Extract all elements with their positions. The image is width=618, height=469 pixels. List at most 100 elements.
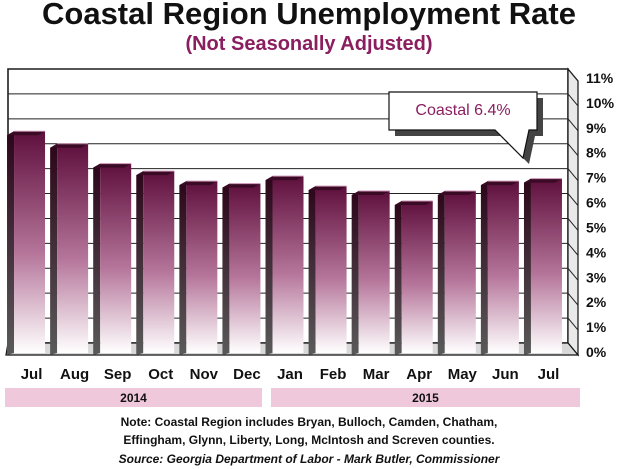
chart-subtitle: (Not Seasonally Adjusted) xyxy=(185,33,433,55)
bar-front xyxy=(272,176,304,353)
bar-front xyxy=(530,178,562,353)
footnote: Note: Coastal Region includes Bryan, Bul… xyxy=(0,413,618,449)
bar-top xyxy=(351,191,390,196)
x-tick-label: Mar xyxy=(363,366,390,383)
gridline-side xyxy=(567,143,579,157)
bars xyxy=(7,130,562,355)
bar-top xyxy=(222,183,261,188)
gridline-side xyxy=(567,168,579,181)
bar-side xyxy=(222,183,230,355)
bar-top xyxy=(480,181,519,186)
y-tick-label: 0% xyxy=(586,344,607,360)
bar xyxy=(265,175,304,355)
x-tick-label: May xyxy=(448,366,478,383)
bar-side xyxy=(265,176,273,355)
x-tick-label: Nov xyxy=(190,366,219,383)
plot-side-wall xyxy=(567,67,579,357)
bar-top xyxy=(136,171,175,176)
bar-side xyxy=(50,143,58,355)
bar-side xyxy=(523,178,531,355)
bar-front xyxy=(143,171,175,353)
y-tick-label: 10% xyxy=(586,95,615,111)
bar-front xyxy=(100,163,132,353)
bar-side xyxy=(136,171,144,355)
bar xyxy=(222,183,261,355)
callout-bubble xyxy=(388,91,538,160)
gridline-side xyxy=(567,292,579,306)
bar-top xyxy=(437,191,476,196)
y-tick-label: 6% xyxy=(586,195,607,211)
gridline-side xyxy=(567,93,579,107)
y-tick-label: 11% xyxy=(586,70,614,86)
bar-side xyxy=(480,181,488,355)
x-tick-label: Feb xyxy=(320,366,347,383)
gridline-side xyxy=(567,317,579,331)
x-tick-label: Oct xyxy=(148,366,173,383)
bar-front xyxy=(315,186,347,353)
y-tick-label: 9% xyxy=(586,120,607,136)
x-tick-label: Dec xyxy=(233,366,261,383)
footnote-line-2: Effingham, Glynn, Liberty, Long, McIntos… xyxy=(123,433,495,447)
bar-side xyxy=(7,131,15,355)
bar-top xyxy=(7,131,46,136)
y-tick-label: 8% xyxy=(586,145,607,161)
y-tick-label: 2% xyxy=(586,294,607,310)
bar xyxy=(179,180,218,355)
gridline-side xyxy=(567,118,579,132)
bar xyxy=(523,178,562,355)
gridline-side xyxy=(567,243,579,256)
y-tick-label: 3% xyxy=(586,269,607,285)
annotation-callout-shape xyxy=(388,91,543,164)
annotation-callout: Coastal 6.4% xyxy=(415,102,511,119)
bar xyxy=(351,190,390,355)
bar-front xyxy=(358,191,390,353)
bar xyxy=(136,170,175,355)
y-tick-label: 7% xyxy=(586,170,607,186)
bar-top xyxy=(179,181,218,186)
x-tick-label: Apr xyxy=(406,366,432,383)
bar-side xyxy=(437,191,445,355)
y-tick-label: 4% xyxy=(586,244,607,260)
bar-side xyxy=(394,201,402,355)
x-tick-label: Jan xyxy=(277,366,303,383)
source-credit: Source: Georgia Department of Labor - Ma… xyxy=(118,452,500,466)
x-tick-label: Jun xyxy=(492,366,519,383)
bar-side xyxy=(93,163,101,355)
bar-top xyxy=(265,176,304,181)
bar-top xyxy=(308,186,347,191)
bar xyxy=(50,143,89,355)
bar-front xyxy=(229,183,261,353)
bar xyxy=(308,185,347,355)
bar xyxy=(394,200,433,355)
footnote-line-1: Note: Coastal Region includes Bryan, Bul… xyxy=(120,415,498,429)
chart-title: Coastal Region Unemployment Rate xyxy=(42,0,576,31)
bar-side xyxy=(179,181,187,355)
bar-front xyxy=(487,181,519,353)
x-tick-label: Jul xyxy=(21,366,43,383)
gridline-side xyxy=(567,267,579,281)
bar xyxy=(93,163,132,355)
year-band-2014: 2014 xyxy=(5,388,262,407)
bar-front xyxy=(401,201,433,353)
x-tick-label: Jul xyxy=(538,366,560,383)
gridline-side xyxy=(567,68,579,82)
bar-top xyxy=(93,163,132,168)
bar-front xyxy=(186,181,218,353)
bar-front xyxy=(14,131,46,353)
bar-front xyxy=(444,191,476,353)
x-axis-ticks: Jul Aug Sep Oct Nov Dec Jan Feb Mar Apr May Jun Jul xyxy=(21,366,560,383)
bar-front xyxy=(57,143,89,353)
bar-side xyxy=(308,186,316,355)
bar-top xyxy=(50,143,89,148)
bar-top xyxy=(394,201,433,206)
year-band-2015: 2015 xyxy=(271,388,580,407)
x-tick-label: Sep xyxy=(104,366,132,383)
bar xyxy=(480,180,519,355)
bar xyxy=(7,130,46,355)
bar-side xyxy=(351,191,359,355)
gridline-side xyxy=(567,218,579,231)
gridline-side xyxy=(567,193,579,206)
bar-top xyxy=(523,178,562,183)
y-tick-label: 5% xyxy=(586,219,607,235)
